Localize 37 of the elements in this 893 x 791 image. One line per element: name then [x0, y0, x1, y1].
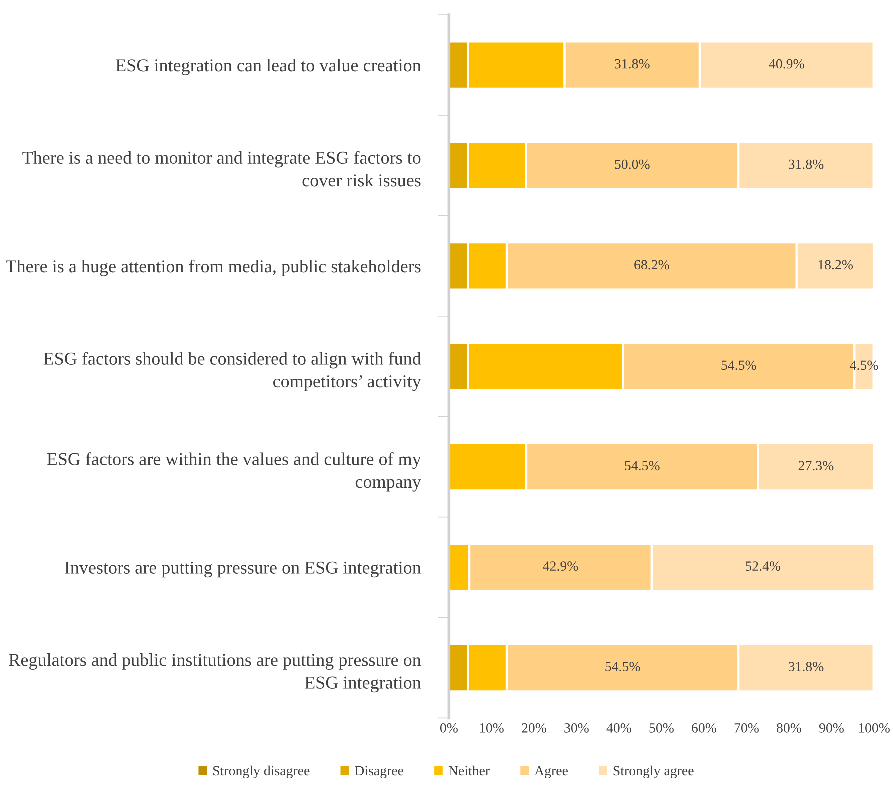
data-label: 54.5%	[625, 461, 660, 471]
y-tick-label: ESG factors are within the values and culture of my company	[47, 452, 422, 492]
data-label: 31.8%	[788, 160, 824, 170]
y-tick-label: ESG integration can lead to value creation	[116, 58, 422, 76]
data-label: 31.8%	[788, 662, 824, 672]
legend-label: Neither	[448, 766, 490, 776]
x-tick-label: 80%	[777, 723, 802, 733]
y-tick-label: There is a huge attention from media, public stakeholders	[6, 260, 421, 276]
data-label: 31.8%	[615, 59, 650, 69]
data-label: 50.0%	[615, 160, 650, 170]
data-label: 54.5%	[722, 360, 756, 370]
x-tick-label: 0%	[440, 723, 458, 733]
data-label: 40.9%	[769, 59, 804, 69]
legend-label: Disagree	[355, 766, 404, 778]
legend-label: Strongly agree	[614, 766, 694, 778]
x-tick-label: 20%	[522, 723, 546, 733]
legend-label: Strongly disagree	[214, 766, 310, 778]
data-label: 68.2%	[634, 260, 670, 270]
x-tick-label: 10%	[480, 723, 504, 733]
x-tick-label: 40%	[606, 723, 632, 733]
y-tick-label: ESG factors should be considered to align with fund competitors’ activity	[44, 352, 422, 392]
y-tick-label: Investors are putting pressure on ESG integration	[65, 562, 422, 578]
data-label: 27.3%	[798, 461, 834, 471]
x-tick-label: 50%	[650, 723, 674, 733]
data-label: 52.4%	[746, 562, 781, 572]
y-tick-label: Regulators and public institutions are putting pressure on ESG integration	[9, 654, 422, 693]
x-tick-label: 70%	[734, 723, 759, 733]
y-tick-label: There is a need to monitor and integrate ESG factors to cover risk issues	[22, 151, 421, 187]
data-label: 54.5%	[606, 662, 640, 672]
x-tick-label: 60%	[692, 723, 716, 733]
data-label: 4.5%	[850, 360, 878, 370]
legend-label: Agree	[534, 766, 568, 778]
data-label: 18.2%	[818, 260, 854, 270]
x-tick-label: 100%	[859, 723, 890, 733]
x-tick-label: 30%	[564, 723, 589, 733]
x-tick-label: 90%	[819, 723, 844, 733]
data-label: 42.9%	[543, 562, 578, 572]
